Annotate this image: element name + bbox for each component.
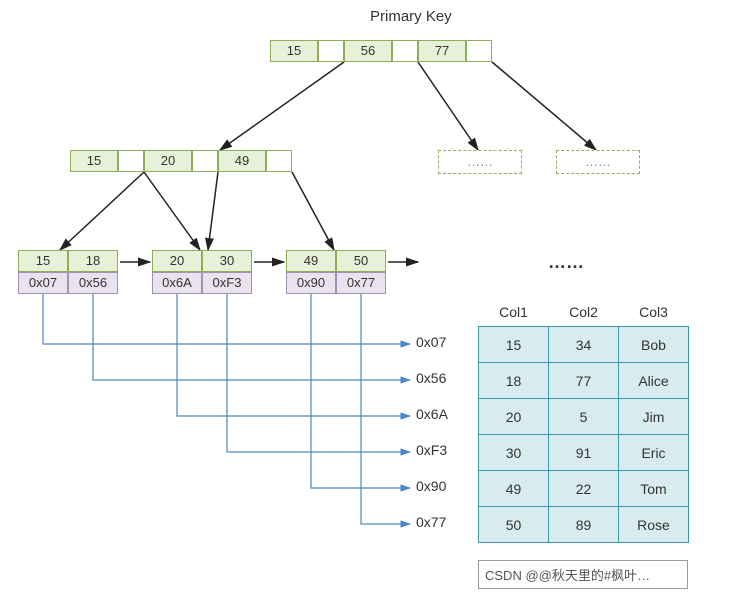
root-gap-1 (392, 40, 418, 62)
table-cell: Rose (619, 507, 689, 543)
table-row: 4922Tom (479, 471, 689, 507)
black-arrow-4 (144, 172, 200, 250)
black-arrow-2 (492, 62, 596, 150)
table-cell: 5 (549, 399, 619, 435)
pointer-line-4 (311, 294, 410, 488)
table-cell: 34 (549, 327, 619, 363)
pointer-label-3: 0xF3 (416, 442, 447, 458)
mid-gap-2 (266, 150, 292, 172)
leaf-1-val-1: 0xF3 (202, 272, 252, 294)
table-row: 1534Bob (479, 327, 689, 363)
pointer-line-0 (43, 294, 410, 344)
leaf-0-key-1: 18 (68, 250, 118, 272)
table-cell: Bob (619, 327, 689, 363)
leaf-1-key-0: 20 (152, 250, 202, 272)
table-cell: 50 (479, 507, 549, 543)
pointer-label-4: 0x90 (416, 478, 446, 494)
leaf-1-key-1: 30 (202, 250, 252, 272)
dashed-node-1: …… (556, 150, 640, 174)
mid-key-1: 20 (144, 150, 192, 172)
root-gap-0 (318, 40, 344, 62)
diagram-title: Primary Key (370, 8, 452, 25)
pointer-line-1 (93, 294, 410, 380)
table-cell: 15 (479, 327, 549, 363)
table-cell: Alice (619, 363, 689, 399)
table-cell: 20 (479, 399, 549, 435)
leaf-2-val-0: 0x90 (286, 272, 336, 294)
table-cell: Eric (619, 435, 689, 471)
black-arrow-5 (208, 172, 218, 250)
dashed-node-0: …… (438, 150, 522, 174)
table-cell: Jim (619, 399, 689, 435)
mid-key-0: 15 (70, 150, 118, 172)
pointer-label-0: 0x07 (416, 334, 446, 350)
table-cell: 89 (549, 507, 619, 543)
black-arrow-0 (220, 62, 344, 150)
table-cell: 91 (549, 435, 619, 471)
table-row: 1877Alice (479, 363, 689, 399)
leaf-1-val-0: 0x6A (152, 272, 202, 294)
leaf-2-val-1: 0x77 (336, 272, 386, 294)
root-key-0: 15 (270, 40, 318, 62)
black-arrow-1 (418, 62, 478, 150)
black-arrow-6 (292, 172, 334, 250)
table-cell: 18 (479, 363, 549, 399)
table-row: 205Jim (479, 399, 689, 435)
pointer-label-5: 0x77 (416, 514, 446, 530)
table-header-1: Col2 (549, 298, 619, 327)
table-row: 3091Eric (479, 435, 689, 471)
table-row: 5089Rose (479, 507, 689, 543)
mid-key-2: 49 (218, 150, 266, 172)
black-arrow-3 (60, 172, 144, 250)
mid-gap-0 (118, 150, 144, 172)
table-cell: 30 (479, 435, 549, 471)
pointer-label-1: 0x56 (416, 370, 446, 386)
pointer-line-3 (227, 294, 410, 452)
root-gap-2 (466, 40, 492, 62)
table-cell: 22 (549, 471, 619, 507)
leaf-0-val-1: 0x56 (68, 272, 118, 294)
trailing-ellipsis: …… (548, 252, 584, 273)
data-table: Col1Col2Col31534Bob1877Alice205Jim3091Er… (478, 298, 689, 543)
leaf-2-key-0: 49 (286, 250, 336, 272)
table-cell: 77 (549, 363, 619, 399)
root-key-1: 56 (344, 40, 392, 62)
mid-gap-1 (192, 150, 218, 172)
leaf-0-key-0: 15 (18, 250, 68, 272)
pointer-line-2 (177, 294, 410, 416)
pointer-label-2: 0x6A (416, 406, 448, 422)
table-cell: Tom (619, 471, 689, 507)
watermark: CSDN @@秋天里的#枫叶… (478, 560, 688, 589)
table-header-2: Col3 (619, 298, 689, 327)
root-key-2: 77 (418, 40, 466, 62)
pointer-line-5 (361, 294, 410, 524)
leaf-0-val-0: 0x07 (18, 272, 68, 294)
leaf-2-key-1: 50 (336, 250, 386, 272)
table-cell: 49 (479, 471, 549, 507)
table-header-0: Col1 (479, 298, 549, 327)
